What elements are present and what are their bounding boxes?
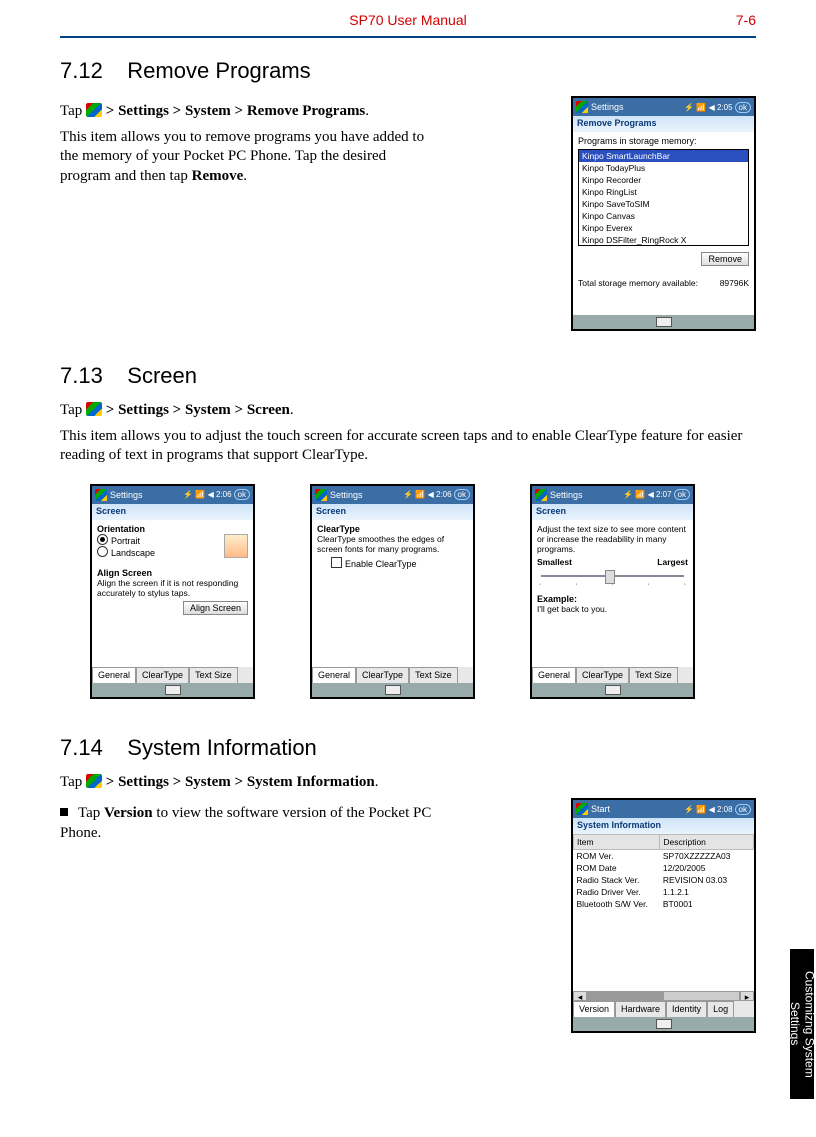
header-title: SP70 User Manual [60, 12, 756, 28]
tab-cleartype[interactable]: ClearType [356, 667, 409, 683]
tap-path-712: Tap > Settings > System > Remove Program… [60, 102, 440, 122]
sect-num: 7.12 [60, 58, 103, 83]
start-icon [86, 774, 102, 788]
tab-general[interactable]: General [532, 667, 576, 683]
tab-textsize[interactable]: Text Size [189, 667, 238, 683]
tab-textsize[interactable]: Text Size [629, 667, 678, 683]
list-item[interactable]: Kinpo SmartLaunchBar [579, 150, 748, 162]
keyboard-icon[interactable] [165, 685, 181, 695]
scroll-left-icon[interactable]: ◂ [573, 991, 587, 1001]
list-item[interactable]: Kinpo TodayPlus [579, 162, 748, 174]
tab-cleartype[interactable]: ClearType [136, 667, 189, 683]
start-flag-icon [576, 803, 588, 815]
radio-portrait[interactable] [97, 534, 108, 545]
tab-general[interactable]: General [312, 667, 356, 683]
tab-hardware[interactable]: Hardware [615, 1001, 666, 1017]
tab-textsize[interactable]: Text Size [409, 667, 458, 683]
list-item[interactable]: Kinpo Everex [579, 222, 748, 234]
ok-button[interactable]: ok [735, 102, 751, 113]
list-item[interactable]: Kinpo Canvas [579, 210, 748, 222]
start-icon [86, 402, 102, 416]
bullet-icon [60, 808, 68, 816]
keyboard-icon[interactable] [656, 1019, 672, 1029]
section-714: 7.14 System Information Tap > Settings >… [60, 735, 756, 1034]
sect-num: 7.14 [60, 735, 103, 760]
section-712-heading: 7.12 Remove Programs [60, 58, 756, 84]
header-page-num: 7-6 [736, 12, 756, 28]
ok-button[interactable]: ok [735, 804, 751, 815]
ok-button[interactable]: ok [454, 489, 470, 500]
start-flag-icon [576, 101, 588, 113]
panel-title: Screen [312, 504, 473, 520]
sect-title: Screen [127, 363, 197, 388]
start-flag-icon [95, 489, 107, 501]
remove-programs-screenshot: Settings ⚡ 📶 ◀ 2:05ok Remove Programs Pr… [571, 96, 756, 331]
keyboard-icon[interactable] [656, 317, 672, 327]
panel-title: Screen [92, 504, 253, 520]
ok-button[interactable]: ok [234, 489, 250, 500]
screen-tabs[interactable]: General ClearType Text Size [532, 667, 693, 683]
section-712: 7.12 Remove Programs Tap > Settings > Sy… [60, 58, 756, 331]
desc-712: This item allows you to remove programs … [60, 128, 440, 187]
program-list[interactable]: Kinpo SmartLaunchBar Kinpo TodayPlus Kin… [578, 149, 749, 246]
scroll-right-icon[interactable]: ▸ [740, 991, 754, 1001]
desc-713: This item allows you to adjust the touch… [60, 427, 756, 466]
tab-identity[interactable]: Identity [666, 1001, 707, 1017]
start-flag-icon [315, 489, 327, 501]
screen-tabs[interactable]: General ClearType Text Size [312, 667, 473, 683]
page-header: SP70 User Manual 7-6 [60, 12, 756, 32]
panel-title: Remove Programs [573, 116, 754, 132]
screen-textsize: Settings ⚡ 📶 ◀ 2:07ok Screen Adjust the … [530, 484, 695, 699]
bullet-714: Tap Version to view the software version… [60, 804, 470, 843]
tap-path-714: Tap > Settings > System > System Informa… [60, 773, 756, 793]
radio-landscape[interactable] [97, 546, 108, 557]
ok-button[interactable]: ok [674, 489, 690, 500]
align-screen-button[interactable]: Align Screen [183, 601, 248, 615]
section-714-heading: 7.14 System Information [60, 735, 756, 761]
list-item[interactable]: Kinpo RingList [579, 186, 748, 198]
section-713-heading: 7.13 Screen [60, 363, 756, 389]
tab-log[interactable]: Log [707, 1001, 734, 1017]
list-item[interactable]: Kinpo SaveToSIM [579, 198, 748, 210]
remove-button[interactable]: Remove [701, 252, 749, 266]
section-713: 7.13 Screen Tap > Settings > System > Sc… [60, 363, 756, 699]
tab-general[interactable]: General [92, 667, 136, 683]
sect-title: System Information [127, 735, 317, 760]
screen-general: Settings ⚡ 📶 ◀ 2:06ok Screen Orientation… [90, 484, 255, 699]
keyboard-icon[interactable] [385, 685, 401, 695]
panel-title: Screen [532, 504, 693, 520]
list-item[interactable]: Kinpo DSFilter_RingRock X [579, 234, 748, 246]
tab-version[interactable]: Version [573, 1001, 615, 1017]
system-info-screenshot: Start ⚡ 📶 ◀ 2:08ok System Information It… [571, 798, 756, 1033]
tap-path-713: Tap > Settings > System > Screen. [60, 401, 756, 421]
enable-cleartype-checkbox[interactable] [331, 557, 342, 568]
header-rule [60, 36, 756, 38]
sect-num: 7.13 [60, 363, 103, 388]
orientation-preview-icon [224, 534, 248, 558]
panel-title: System Information [573, 818, 754, 834]
tab-cleartype[interactable]: ClearType [576, 667, 629, 683]
start-icon [86, 103, 102, 117]
side-tab: Customizng System Settings [790, 949, 814, 1099]
text-size-slider[interactable] [541, 575, 684, 577]
sect-title: Remove Programs [127, 58, 310, 83]
start-flag-icon [535, 489, 547, 501]
sysinfo-tabs[interactable]: Version Hardware Identity Log [573, 1001, 754, 1017]
sysinfo-table: Item Description ROM Ver.SP70XZZZZZA03 R… [573, 834, 754, 910]
list-item[interactable]: Kinpo Recorder [579, 174, 748, 186]
keyboard-icon[interactable] [605, 685, 621, 695]
screen-tabs[interactable]: General ClearType Text Size [92, 667, 253, 683]
screen-cleartype: Settings ⚡ 📶 ◀ 2:06ok Screen ClearType C… [310, 484, 475, 699]
